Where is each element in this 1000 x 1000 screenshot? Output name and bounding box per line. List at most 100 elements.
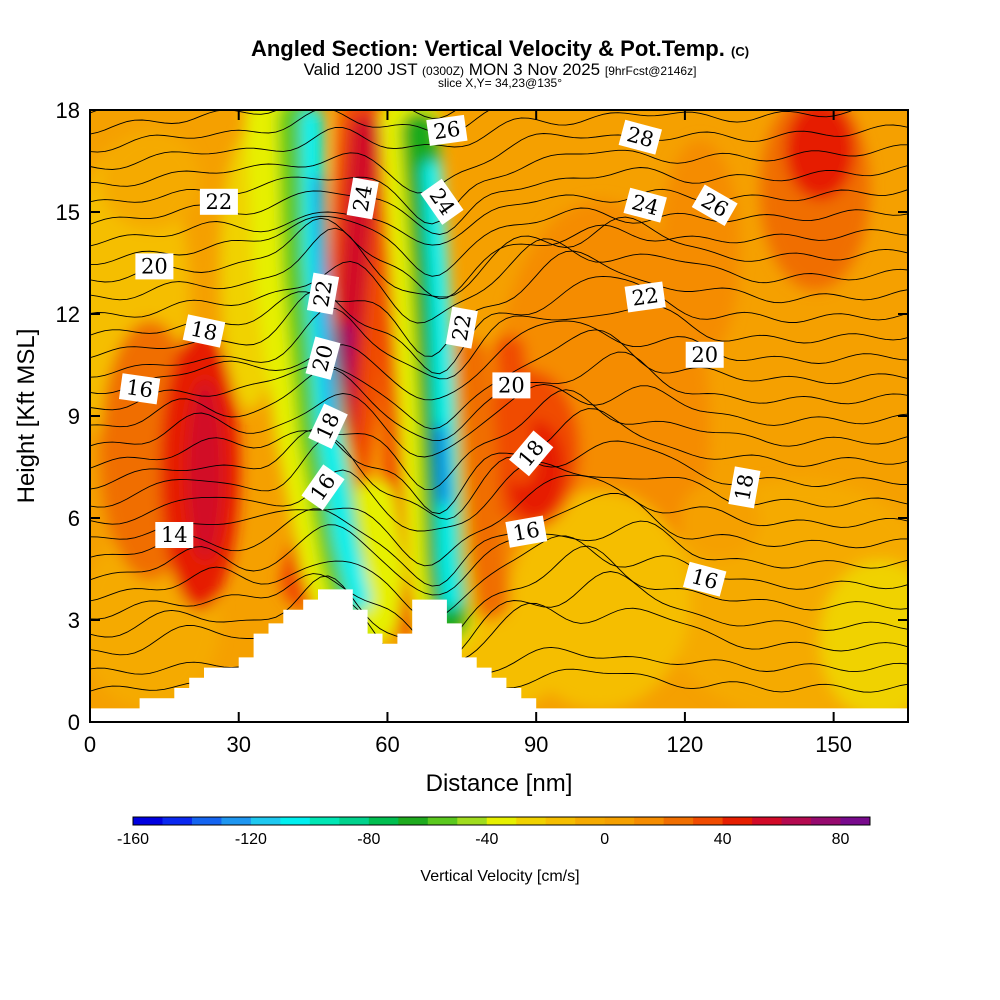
velocity-band xyxy=(355,480,405,640)
contour-label-text: 18 xyxy=(730,472,758,502)
contour-label: 22 xyxy=(306,272,340,315)
contour-label-text: 22 xyxy=(630,283,660,310)
x-tick-label: 30 xyxy=(226,732,250,757)
theta-contour xyxy=(90,520,908,596)
contour-label-box xyxy=(346,177,379,220)
y-axis-label: Height [Kft MSL] xyxy=(13,329,40,504)
theta-contour xyxy=(90,545,908,649)
colorbar-swatch xyxy=(486,817,517,825)
colorbar-swatch xyxy=(840,817,871,825)
contour-label: 20 xyxy=(492,372,531,399)
slice-info: slice X,Y= 34,23@135° xyxy=(437,76,563,90)
contour-label-box xyxy=(505,515,548,548)
y-tick-label: 3 xyxy=(68,608,80,633)
contour-label: 16 xyxy=(682,561,727,597)
colorbar-swatch xyxy=(516,817,547,825)
velocity-blob xyxy=(820,560,908,720)
colorbar-swatch xyxy=(368,817,399,825)
contour-label-box xyxy=(308,403,348,449)
theta-contour xyxy=(90,571,908,660)
contour-label-text: 26 xyxy=(432,117,462,144)
y-tick-label: 12 xyxy=(56,302,80,327)
chart-title-unit: (C) xyxy=(731,44,750,59)
valid-date: MON 3 Nov 2025 xyxy=(468,60,601,79)
contour-label-text: 20 xyxy=(691,343,718,367)
colorbar-swatch xyxy=(693,817,724,825)
colorbar-swatch xyxy=(162,817,193,825)
contour-label: 16 xyxy=(118,373,161,405)
contour-label-box xyxy=(305,336,341,380)
y-tick-label: 9 xyxy=(68,404,80,429)
velocity-blob xyxy=(785,110,855,200)
contour-label-text: 16 xyxy=(125,375,155,402)
contour-label: 18 xyxy=(182,314,226,348)
theta-contour xyxy=(90,124,908,194)
theta-contour xyxy=(90,639,908,706)
velocity-blob xyxy=(187,380,223,560)
y-tick-label: 0 xyxy=(68,710,80,735)
colorbar-swatch xyxy=(752,817,783,825)
theta-contour xyxy=(90,408,908,515)
contour-label: 26 xyxy=(426,114,468,146)
y-tick-label: 6 xyxy=(68,506,80,531)
colorbar-swatch xyxy=(133,817,163,825)
contour-label: 20 xyxy=(135,253,174,280)
contour-label: 24 xyxy=(346,177,379,220)
colorbar-swatch xyxy=(811,817,842,825)
contour-label-box xyxy=(492,372,531,399)
contour-label-box xyxy=(624,281,666,313)
x-tick-label: 0 xyxy=(84,732,96,757)
contour-label-box xyxy=(682,561,727,597)
theta-contour xyxy=(90,110,100,114)
theta-contour xyxy=(90,437,908,520)
y-tick-label: 15 xyxy=(56,200,80,225)
x-axis: 0 30 60 90 120 150 xyxy=(84,110,852,757)
chart-valid-time: Valid 1200 JST (0300Z) MON 3 Nov 2025 [9… xyxy=(0,60,1000,80)
theta-contour xyxy=(90,275,908,375)
contour-label-text: 14 xyxy=(161,523,188,547)
theta-contour xyxy=(90,493,908,587)
colorbar-swatch xyxy=(427,817,458,825)
contour-label-text: 20 xyxy=(498,373,525,397)
velocity-band xyxy=(450,340,510,620)
contour-label-box xyxy=(618,119,663,155)
x-tick-label: 60 xyxy=(375,732,399,757)
theta-contour xyxy=(90,320,908,401)
theta-contour xyxy=(90,474,908,567)
contour-label: 20 xyxy=(305,336,341,380)
chart-title-text: Angled Section: Vertical Velocity & Pot.… xyxy=(250,36,725,61)
contour-label-text: 24 xyxy=(349,183,377,213)
colorbar-swatch xyxy=(339,817,370,825)
x-tick-label: 90 xyxy=(524,732,548,757)
contour-label-box xyxy=(426,114,468,146)
contour-label-text: 18 xyxy=(188,316,219,345)
colorbar-frame xyxy=(132,816,871,826)
contour-label-box xyxy=(301,464,345,511)
theta-contour xyxy=(90,305,908,380)
contour-label-box xyxy=(728,466,761,509)
contour-label-box xyxy=(420,178,464,225)
colorbar-swatch xyxy=(398,817,429,825)
chart-title: Angled Section: Vertical Velocity & Pot.… xyxy=(0,36,1000,62)
y-axis: 0 3 6 9 12 15 18 xyxy=(56,98,908,735)
theta-contour xyxy=(90,461,908,532)
theta-contour xyxy=(90,110,908,170)
theta-contour xyxy=(90,207,908,277)
x-tick-label: 120 xyxy=(667,732,704,757)
theta-contour xyxy=(90,188,908,247)
contour-label: 16 xyxy=(505,515,548,548)
x-axis-label: Distance [nm] xyxy=(426,770,573,797)
x-tick-label: 150 xyxy=(815,732,852,757)
contour-label-text: 16 xyxy=(511,517,541,545)
colorbar-swatch xyxy=(221,817,252,825)
contour-label: 22 xyxy=(199,188,238,215)
colorbar-swatch xyxy=(457,817,488,825)
colorbar-tick-label: -160 xyxy=(117,831,149,848)
velocity-blob xyxy=(100,130,200,230)
colorbar-swatch xyxy=(280,817,311,825)
contour-label: 22 xyxy=(445,306,478,349)
contour-label-box xyxy=(306,272,340,315)
velocity-band xyxy=(435,425,449,505)
forecast-info: [9hrFcst@2146z] xyxy=(604,64,697,78)
